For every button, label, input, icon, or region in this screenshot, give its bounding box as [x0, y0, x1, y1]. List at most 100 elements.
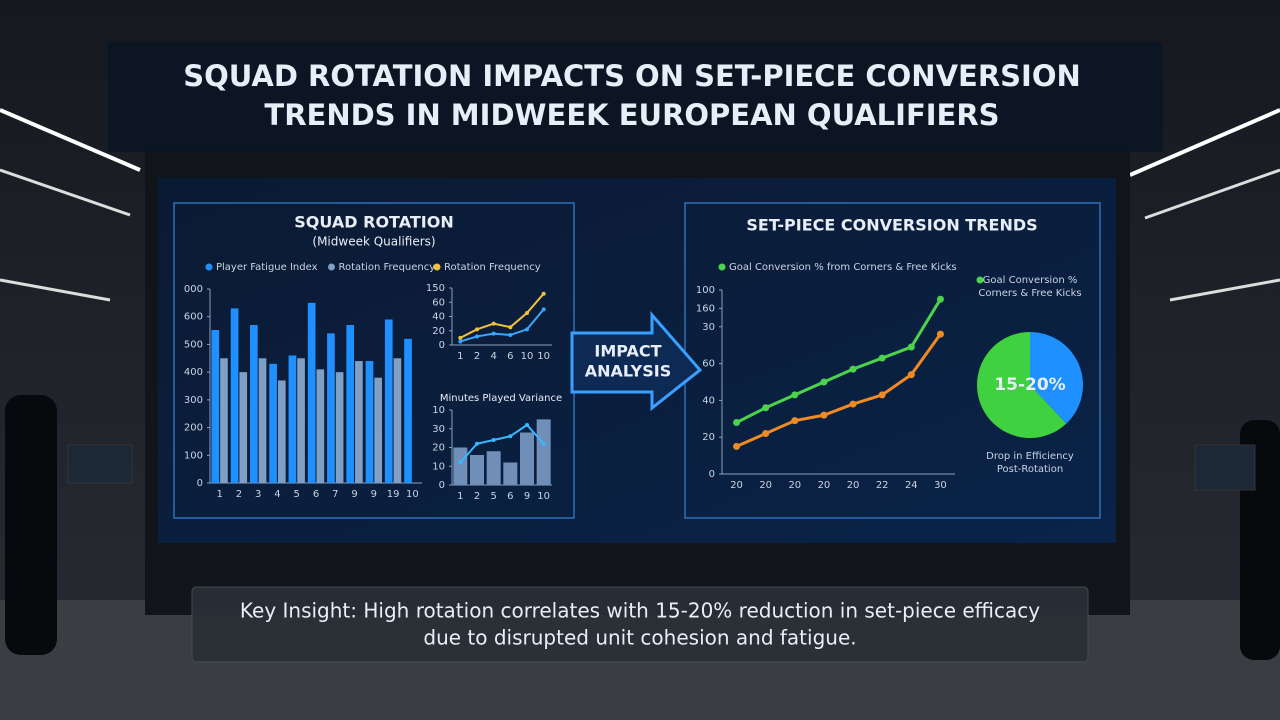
x-tick-label: 4: [490, 351, 496, 362]
bar: [335, 372, 344, 483]
light: [1129, 108, 1280, 177]
x-tick-label: 20: [788, 480, 801, 491]
point: [849, 400, 857, 408]
x-tick-label: 6: [507, 491, 513, 502]
legend-swatch: [205, 263, 213, 271]
chart-title: Minutes Played Variance: [440, 393, 562, 404]
x-tick-label: 30: [934, 480, 947, 491]
x-tick-label: 1: [457, 351, 463, 362]
title: TRENDS IN MIDWEEK EUROPEAN QUALIFIERS: [264, 98, 999, 132]
y-tick-label: 000: [184, 284, 203, 295]
point: [508, 333, 513, 338]
x-tick-label: 9: [371, 489, 377, 500]
pie-caption: Post-Rotation: [997, 464, 1063, 475]
bar: [346, 325, 355, 483]
light: [0, 168, 131, 217]
x-tick-label: 10: [406, 489, 419, 500]
point: [508, 434, 513, 439]
y-tick-label: 500: [184, 339, 203, 350]
x-tick-label: 9: [351, 489, 357, 500]
pie-slice: [976, 332, 1067, 439]
point: [907, 343, 915, 351]
person: [5, 395, 57, 655]
chart-title: SQUAD ROTATION: [294, 213, 453, 232]
bar: [277, 380, 286, 483]
insight: Key Insight: High rotation correlates wi…: [240, 599, 1040, 623]
light: [1144, 168, 1280, 220]
y-tick-label: 10: [432, 405, 445, 416]
x-tick-label: 2: [236, 489, 242, 500]
y-tick-label: 0: [197, 478, 203, 489]
legend-label: Goal Conversion % from Corners & Free Ki…: [729, 262, 957, 273]
impact-arrow: [570, 311, 703, 412]
title: SQUAD ROTATION IMPACTS ON SET-PIECE CONV…: [183, 59, 1081, 93]
y-tick-label: 300: [184, 395, 203, 406]
y-tick-label: 20: [702, 432, 715, 443]
line: [459, 423, 545, 464]
bar: [393, 358, 402, 483]
y-tick-label: 40: [432, 312, 445, 323]
point: [936, 295, 944, 303]
light: [0, 108, 141, 172]
y-tick-label: 0: [439, 480, 445, 491]
point: [878, 354, 886, 362]
point: [525, 310, 529, 315]
x-tick-label: 10: [521, 351, 534, 362]
point: [820, 378, 828, 386]
x-tick-label: 2: [474, 491, 480, 502]
point: [541, 307, 546, 312]
bar: [211, 330, 220, 483]
point: [458, 335, 463, 340]
light: [1169, 278, 1280, 302]
point: [762, 430, 770, 438]
y-tick-label: 40: [702, 395, 715, 406]
x-tick-label: 6: [507, 351, 513, 362]
legend-label: Corners & Free Kicks: [978, 288, 1081, 299]
x-tick-label: 1: [457, 491, 463, 502]
charts: SQUAD ROTATION (Midweek Qualifiers) Player…: [184, 213, 1083, 502]
bar: [384, 319, 393, 483]
bar: [520, 432, 534, 485]
legend-swatch: [433, 263, 441, 271]
line: [460, 308, 545, 343]
point: [541, 291, 546, 296]
point: [733, 442, 741, 450]
x-tick-label: 24: [905, 480, 918, 491]
light: [0, 278, 111, 302]
bar: [250, 325, 258, 483]
insight-box: [191, 586, 1089, 663]
x-tick-label: 10: [537, 351, 550, 362]
y-tick-label: 20: [432, 443, 445, 454]
point: [491, 438, 496, 442]
bar: [288, 355, 297, 483]
point: [525, 423, 529, 427]
bar: [503, 462, 518, 485]
point: [491, 331, 496, 336]
x-tick-label: 5: [294, 489, 300, 500]
legend-label: Goal Conversion %: [983, 275, 1078, 286]
x-tick-label: 3: [255, 489, 261, 500]
bar: [269, 363, 277, 483]
point: [525, 327, 529, 332]
point: [475, 327, 479, 332]
bar: [327, 333, 335, 483]
x-tick-label: 22: [876, 480, 889, 491]
legend-swatch: [976, 276, 984, 284]
point: [458, 460, 463, 465]
bar: [355, 361, 363, 483]
bar: [220, 358, 228, 483]
bar: [404, 338, 412, 483]
x-tick-label: 10: [537, 491, 550, 502]
y-tick-label: 160: [696, 303, 715, 314]
point: [936, 330, 944, 338]
point: [878, 391, 886, 399]
y-tick-label: 100: [184, 450, 203, 461]
bar: [239, 372, 248, 483]
legend-label: Rotation Frequency: [444, 262, 541, 273]
line: [735, 298, 942, 424]
bar: [453, 447, 468, 485]
line: [735, 333, 942, 448]
x-tick-label: 4: [274, 489, 280, 500]
monitor: [67, 444, 133, 484]
